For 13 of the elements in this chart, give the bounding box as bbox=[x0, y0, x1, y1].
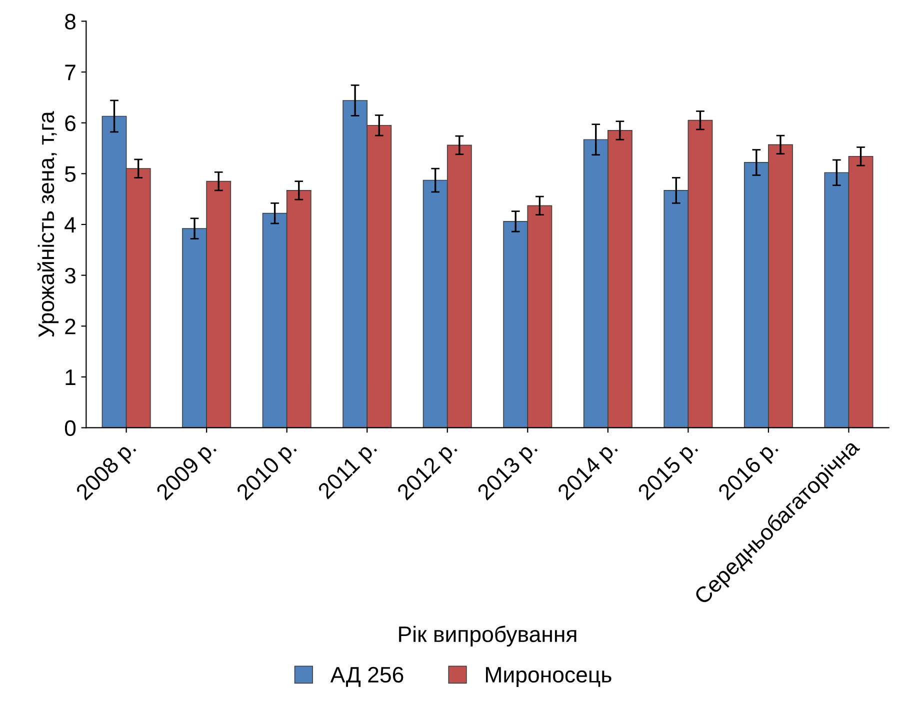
y-tick-label: 0 bbox=[64, 420, 76, 436]
y-tick-label: 4 bbox=[64, 217, 76, 233]
y-tick-label: 2 bbox=[65, 318, 76, 334]
y-tick-label: 6 bbox=[65, 115, 76, 132]
y-tick-label: 1 bbox=[66, 370, 76, 385]
x-axis-title: Рік випробування bbox=[399, 626, 576, 647]
y-tick-label: 8 bbox=[65, 14, 76, 30]
y-tick-label: 7 bbox=[65, 64, 76, 80]
legend-label: Мироносець bbox=[486, 667, 612, 687]
y-tick-label: 5 bbox=[64, 166, 76, 182]
y-tick-label: 3 bbox=[64, 268, 76, 284]
legend-label: АД 256 bbox=[330, 666, 404, 687]
y-axis-title: Урожайність зена, т,га bbox=[37, 111, 59, 338]
